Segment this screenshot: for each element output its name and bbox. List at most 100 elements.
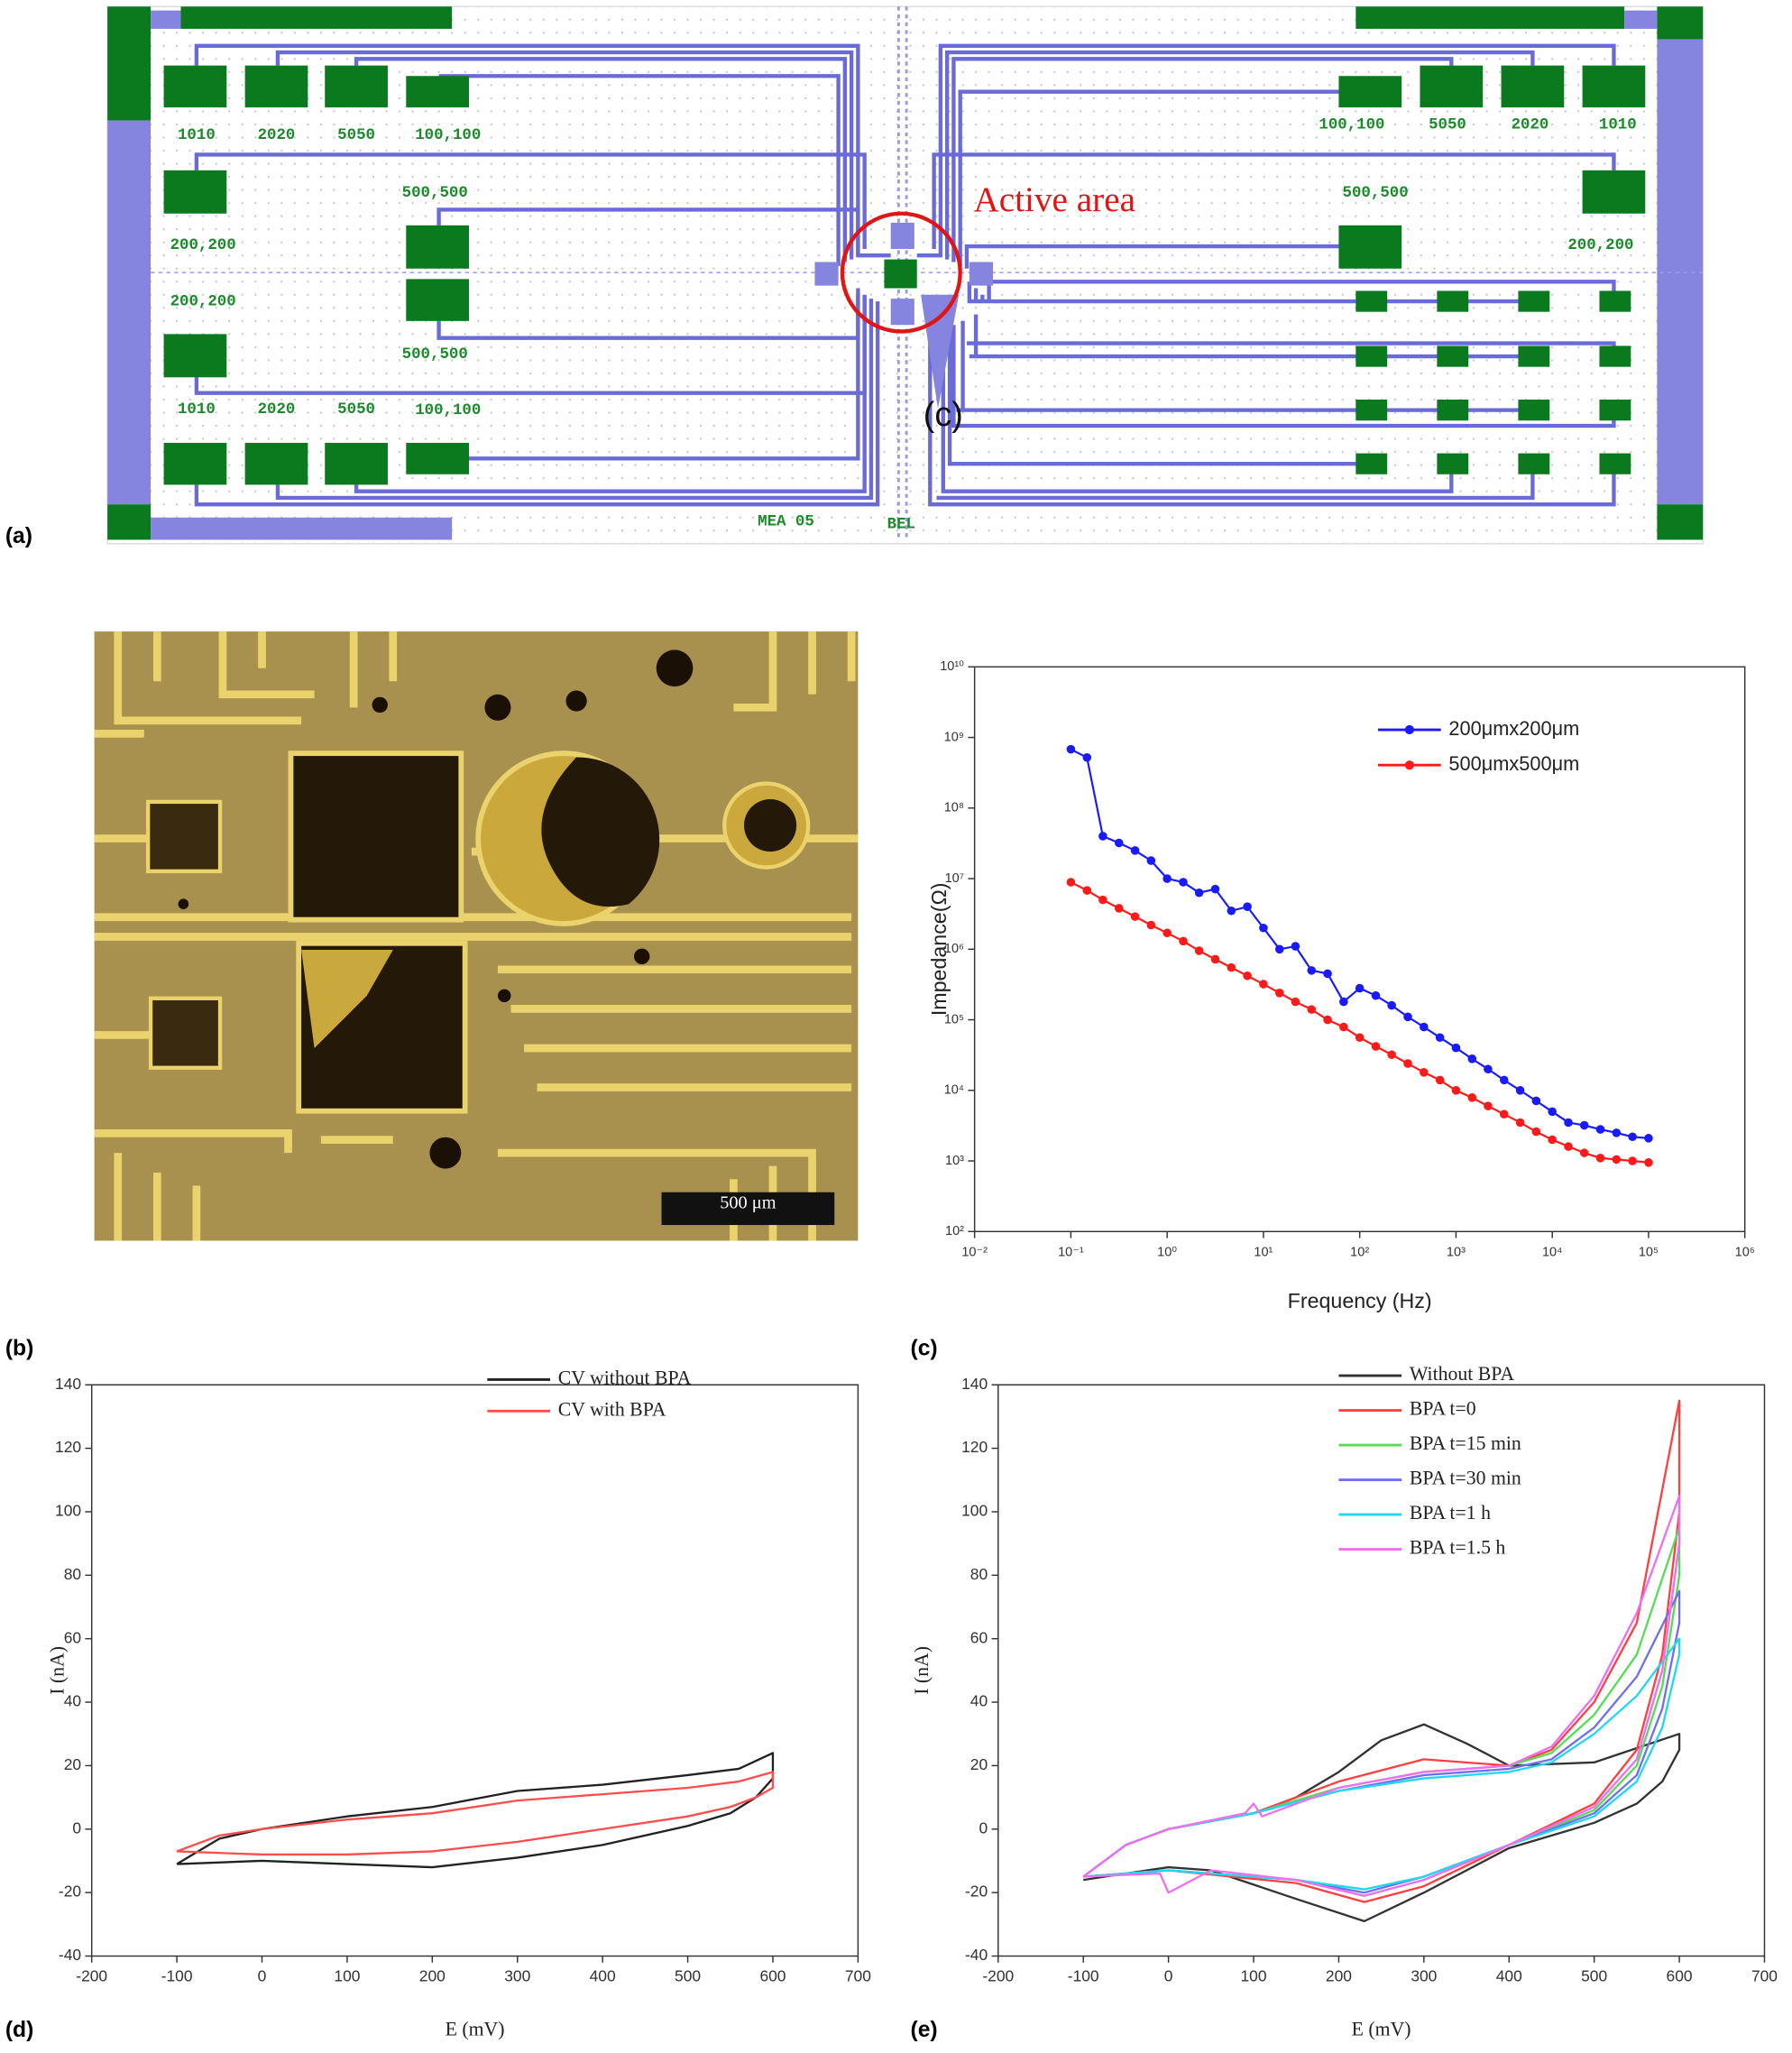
y-tick-label: 10⁹ xyxy=(944,730,964,744)
legend-label: CV with BPA xyxy=(558,1398,666,1420)
data-point xyxy=(1179,936,1188,946)
x-tick-label: 10² xyxy=(1350,1245,1369,1259)
chip-name: MEA 05 xyxy=(758,513,814,531)
y-tick-label: 60 xyxy=(64,1628,81,1646)
data-point xyxy=(1243,971,1252,980)
x-tick-label: 100 xyxy=(334,1966,360,1984)
data-point xyxy=(1612,1128,1622,1137)
data-point xyxy=(1243,902,1252,911)
x-tick-label: -100 xyxy=(1068,1966,1099,1984)
data-point xyxy=(1130,912,1140,921)
y-axis-title: I (nA) xyxy=(46,1646,68,1695)
data-point xyxy=(1194,888,1204,898)
data-point xyxy=(1628,1156,1637,1165)
data-point xyxy=(1420,1068,1429,1077)
data-point xyxy=(1098,832,1107,841)
data-point xyxy=(1531,1096,1541,1106)
pad-label: 100,100 xyxy=(1319,116,1384,134)
data-point xyxy=(1579,1120,1589,1130)
x-tick-label: 0 xyxy=(1164,1966,1173,1984)
y-tick-label: 120 xyxy=(961,1438,988,1456)
y-tick-label: 60 xyxy=(970,1628,988,1646)
x-tick-label: 200 xyxy=(1326,1966,1352,1984)
data-point xyxy=(1163,928,1172,938)
data-point xyxy=(1291,942,1300,951)
data-point xyxy=(1435,1033,1445,1043)
data-point xyxy=(1548,1135,1557,1145)
data-point xyxy=(1387,1050,1396,1060)
y-tick-label: 10² xyxy=(945,1224,964,1238)
y-tick-label: 120 xyxy=(55,1438,81,1456)
y-tick-label: 10³ xyxy=(945,1154,964,1168)
x-tick-label: 10⁵ xyxy=(1639,1245,1659,1259)
maker: BEL xyxy=(887,516,915,534)
x-tick-label: 300 xyxy=(504,1966,530,1984)
x-tick-label: 500 xyxy=(1581,1966,1607,1984)
series-line xyxy=(176,1752,775,1869)
data-point xyxy=(1098,895,1107,905)
x-tick-label: 100 xyxy=(1240,1966,1266,1984)
data-point xyxy=(1323,1015,1332,1025)
x-tick-label: 700 xyxy=(1751,1966,1778,1984)
data-point xyxy=(1307,1005,1317,1014)
data-point xyxy=(1403,1059,1412,1068)
data-point xyxy=(1179,878,1188,887)
data-point xyxy=(1066,744,1076,754)
data-point xyxy=(1371,1042,1381,1051)
data-point xyxy=(1130,846,1140,855)
data-point xyxy=(1146,920,1156,930)
panel-label: (e) xyxy=(910,2018,937,2042)
pad-label: 200,200 xyxy=(170,236,236,254)
x-tick-label: -200 xyxy=(982,1966,1014,1984)
plot-frame xyxy=(997,1384,1766,1957)
pad-label: 1010 xyxy=(178,400,216,419)
data-point xyxy=(1595,1125,1605,1134)
pad-label: 5050 xyxy=(337,400,375,419)
data-point xyxy=(1579,1148,1589,1157)
pad-label: 500,500 xyxy=(1343,184,1409,202)
x-tick-label: 10⁻² xyxy=(961,1245,988,1259)
y-tick-label: 10¹⁰ xyxy=(940,659,964,674)
legend-marker xyxy=(1404,760,1414,770)
data-point xyxy=(1339,997,1348,1007)
series-line xyxy=(1070,748,1650,1139)
pad-label: 2020 xyxy=(258,126,296,144)
y-axis-title: Impedance(Ω) xyxy=(927,882,951,1016)
y-tick-label: 0 xyxy=(979,1818,988,1837)
data-point xyxy=(1371,990,1381,1000)
data-point xyxy=(1451,1086,1461,1095)
x-tick-label: 600 xyxy=(759,1966,786,1984)
x-tick-label: 10¹ xyxy=(1254,1245,1273,1259)
legend-label: BPA t=0 xyxy=(1410,1398,1476,1420)
data-point xyxy=(1435,1075,1445,1085)
data-point xyxy=(1531,1127,1541,1137)
pad-label: 2020 xyxy=(1512,116,1549,134)
y-tick-label: -40 xyxy=(59,1946,81,1964)
data-point xyxy=(1515,1118,1525,1128)
data-point xyxy=(1259,980,1268,989)
legend-label: BPA t=30 min xyxy=(1410,1468,1521,1489)
pad-label: 5050 xyxy=(337,126,375,144)
pad-label: 200,200 xyxy=(1567,236,1633,254)
y-tick-label: 40 xyxy=(970,1692,988,1710)
x-tick-label: 0 xyxy=(258,1966,267,1984)
y-tick-label: 10⁶ xyxy=(944,942,964,956)
series-line xyxy=(176,1771,775,1856)
x-axis-title: Frequency (Hz) xyxy=(1288,1289,1432,1312)
legend-label: BPA t=1.5 h xyxy=(1410,1537,1506,1559)
y-tick-label: 10⁷ xyxy=(945,871,964,886)
data-point xyxy=(1515,1086,1525,1095)
x-tick-label: -200 xyxy=(76,1966,107,1984)
data-point xyxy=(1339,1022,1348,1032)
panel-label: (d) xyxy=(5,2018,34,2042)
y-tick-label: 0 xyxy=(72,1818,81,1837)
data-point xyxy=(1210,954,1220,964)
inset-label: (c) xyxy=(924,396,963,434)
data-point xyxy=(1564,1118,1573,1128)
data-point xyxy=(1355,1033,1365,1043)
data-point xyxy=(1499,1075,1509,1085)
data-point xyxy=(1548,1107,1557,1117)
legend-label: 200μmx200μm xyxy=(1448,717,1579,740)
data-point xyxy=(1114,904,1124,913)
